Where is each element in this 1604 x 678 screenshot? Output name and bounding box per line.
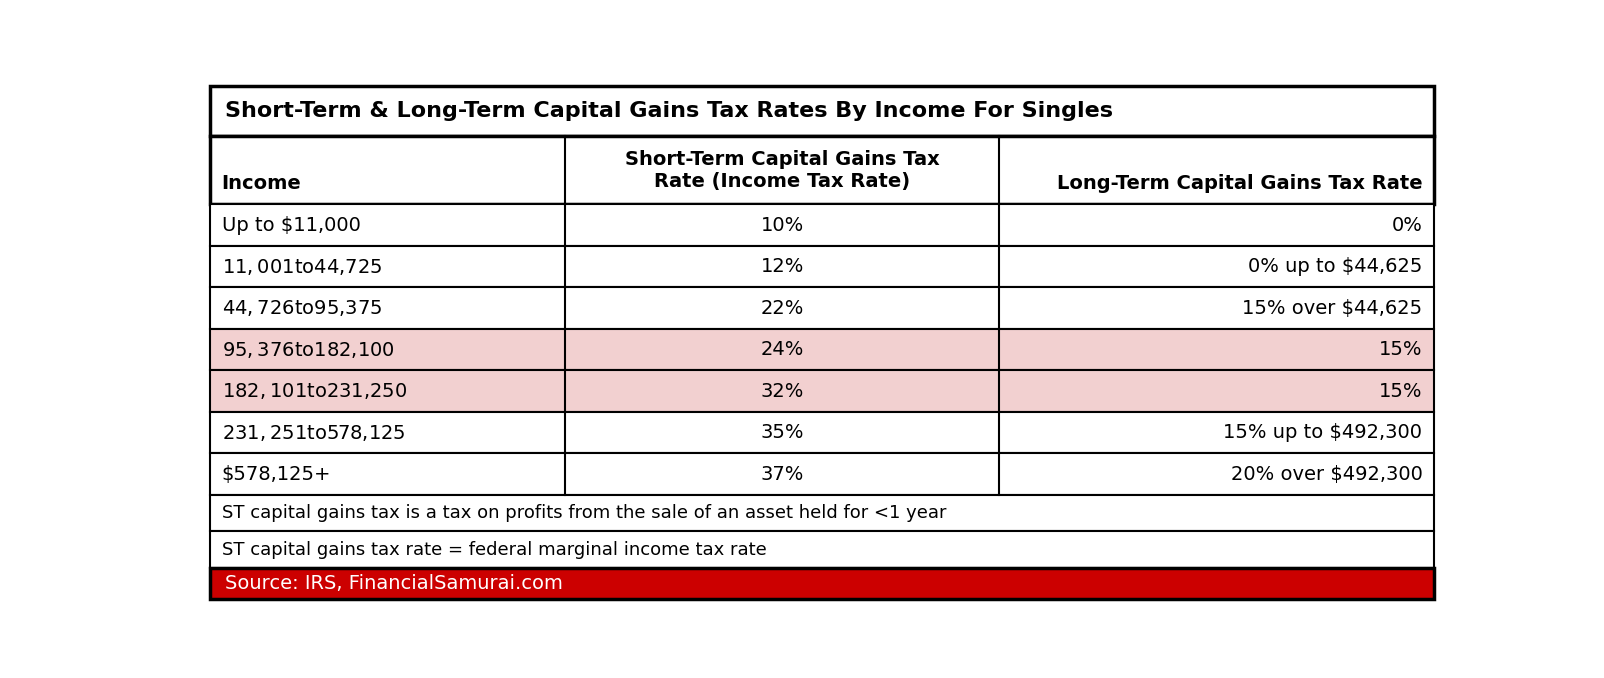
Text: 0% up to $44,625: 0% up to $44,625 <box>1248 257 1423 276</box>
Text: 22%: 22% <box>760 299 804 318</box>
Text: Long-Term Capital Gains Tax Rate: Long-Term Capital Gains Tax Rate <box>1057 174 1423 193</box>
Bar <box>210 568 1434 599</box>
Bar <box>210 287 1434 329</box>
Bar <box>210 246 1434 287</box>
Bar <box>210 532 1434 568</box>
Text: 32%: 32% <box>760 382 804 401</box>
Text: $578,125+: $578,125+ <box>221 464 330 483</box>
Text: $95,376 to $182,100: $95,376 to $182,100 <box>221 340 395 360</box>
Text: $231,251 to $578,125: $231,251 to $578,125 <box>221 422 406 443</box>
Text: ST capital gains tax is a tax on profits from the sale of an asset held for <1 y: ST capital gains tax is a tax on profits… <box>221 504 946 522</box>
Text: Up to $11,000: Up to $11,000 <box>221 216 361 235</box>
Text: 20% over $492,300: 20% over $492,300 <box>1230 464 1423 483</box>
Text: Short-Term & Long-Term Capital Gains Tax Rates By Income For Singles: Short-Term & Long-Term Capital Gains Tax… <box>225 101 1113 121</box>
Text: $44,726 to $95,375: $44,726 to $95,375 <box>221 298 382 318</box>
Bar <box>210 136 1434 205</box>
Text: Income: Income <box>221 174 302 193</box>
Bar <box>210 412 1434 454</box>
Text: 15% up to $492,300: 15% up to $492,300 <box>1224 423 1423 442</box>
Text: 15%: 15% <box>1379 382 1423 401</box>
Bar <box>210 495 1434 532</box>
Text: 10%: 10% <box>760 216 804 235</box>
Bar <box>210 329 1434 370</box>
Text: 37%: 37% <box>760 464 804 483</box>
Text: ST capital gains tax rate = federal marginal income tax rate: ST capital gains tax rate = federal marg… <box>221 540 767 559</box>
Text: $182,101 to $231,250: $182,101 to $231,250 <box>221 381 407 401</box>
Text: 12%: 12% <box>760 257 804 276</box>
Text: 0%: 0% <box>1392 216 1423 235</box>
Text: $11,001 to $44,725: $11,001 to $44,725 <box>221 257 382 277</box>
Text: Source: IRS, FinancialSamurai.com: Source: IRS, FinancialSamurai.com <box>225 574 563 593</box>
Text: Short-Term Capital Gains Tax
Rate (Income Tax Rate): Short-Term Capital Gains Tax Rate (Incom… <box>626 150 940 191</box>
Text: 24%: 24% <box>760 340 804 359</box>
Bar <box>210 85 1434 136</box>
Bar <box>210 205 1434 246</box>
Bar <box>210 370 1434 412</box>
Bar <box>210 454 1434 495</box>
Text: 35%: 35% <box>760 423 804 442</box>
Text: 15%: 15% <box>1379 340 1423 359</box>
Text: 15% over $44,625: 15% over $44,625 <box>1243 299 1423 318</box>
